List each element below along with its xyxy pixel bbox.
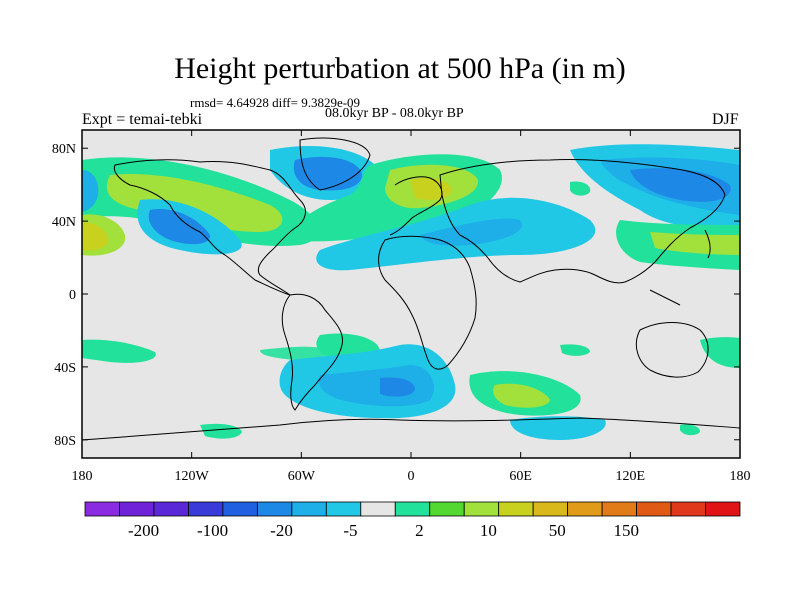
experiment-label: Expt = temai-tebki (82, 111, 203, 128)
coastlines (82, 137, 740, 441)
colorbar-swatch (601, 501, 637, 517)
lon-tick-label: 0 (408, 469, 415, 484)
colorbar-swatch (636, 501, 672, 517)
lat-tick-label: 40S (54, 361, 76, 376)
lat-tick-label: 40N (52, 215, 76, 230)
lat-tick-label: 0 (69, 288, 76, 303)
colorbar-label: 2 (415, 521, 424, 540)
colorbar-swatch (256, 501, 293, 517)
latitude-ticks: 80N 40N 0 40S 80S (52, 142, 740, 449)
colorbar-label: 50 (549, 521, 566, 540)
longitude-ticks: 180 120W 60W 0 60E 120E 180 (72, 130, 751, 484)
lat-tick-label: 80N (52, 142, 76, 157)
colorbar (84, 501, 741, 517)
stats-text: rmsd= 4.64928 diff= 9.3829e-09 (190, 95, 361, 110)
lon-tick-label: 180 (730, 469, 751, 484)
colorbar-label: -100 (197, 521, 228, 540)
colorbar-swatch (394, 501, 431, 517)
colorbar-swatch (429, 501, 465, 517)
colorbar-label: -5 (343, 521, 357, 540)
colorbar-swatch (291, 501, 327, 517)
lon-tick-label: 120W (175, 469, 210, 484)
lat-tick-label: 80S (54, 434, 76, 449)
colorbar-swatch (222, 501, 258, 517)
colorbar-swatch (670, 501, 706, 517)
season-label: DJF (712, 111, 739, 128)
chart-title: Height perturbation at 500 hPa (in m) (174, 52, 626, 85)
lon-tick-label: 60W (288, 469, 316, 484)
colorbar-swatch (705, 501, 741, 517)
colorbar-swatch (119, 501, 155, 517)
colorbar-label: 10 (480, 521, 497, 540)
colorbar-swatch (188, 501, 224, 517)
lon-tick-label: 180 (72, 469, 93, 484)
lon-tick-label: 120E (616, 469, 646, 484)
colorbar-swatch (463, 501, 500, 517)
lon-tick-label: 60E (509, 469, 532, 484)
colorbar-swatch (153, 501, 189, 517)
colorbar-swatch (532, 501, 569, 517)
colorbar-swatch (498, 501, 534, 517)
colorbar-swatch (84, 501, 120, 517)
colorbar-label: -200 (128, 521, 159, 540)
colorbar-swatch (325, 501, 362, 517)
colorbar-label: 150 (613, 521, 639, 540)
colorbar-swatch (567, 501, 603, 517)
colorbar-labels: -200 -100 -20 -5 2 10 50 150 (128, 521, 639, 540)
period-text: 08.0kyr BP - 08.0kyr BP (325, 106, 464, 121)
colorbar-label: -20 (270, 521, 293, 540)
colorbar-swatch (360, 501, 396, 517)
